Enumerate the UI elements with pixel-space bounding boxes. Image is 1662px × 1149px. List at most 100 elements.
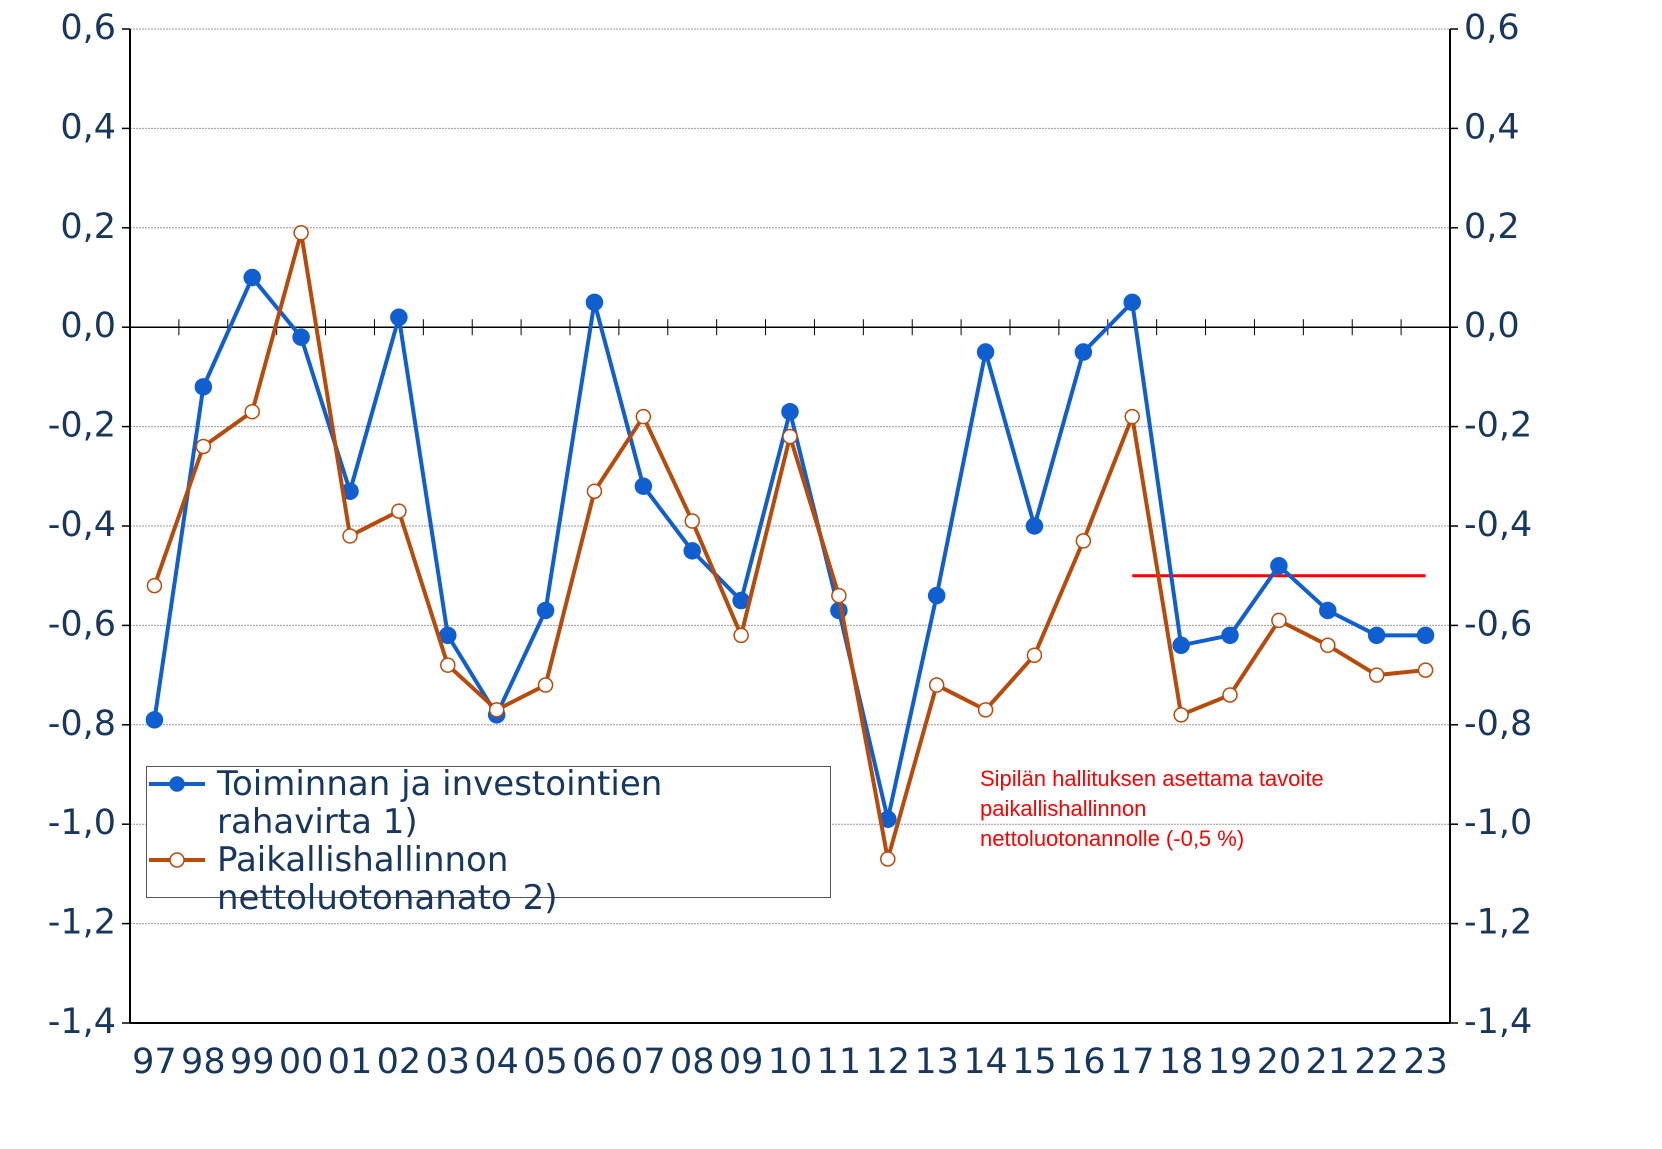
x-tick-label: 02 <box>377 1042 422 1082</box>
data-point <box>1320 637 1336 654</box>
legend: Toiminnan ja investointien rahavirta 1) P… <box>146 764 831 917</box>
data-point <box>1270 557 1288 575</box>
legend-label: Paikallishallinnon nettoluotonanato 2) <box>217 840 558 918</box>
data-point <box>292 328 310 346</box>
y-tick-label: -0,4 <box>48 505 116 545</box>
data-point <box>391 503 407 519</box>
data-point <box>1416 626 1435 645</box>
data-point <box>634 477 653 495</box>
data-point <box>536 601 555 620</box>
x-tick-label: 05 <box>523 1042 568 1082</box>
y2-tick-label: -0,2 <box>1464 406 1532 446</box>
data-point <box>635 408 652 425</box>
y-tick-label: 0,0 <box>60 306 116 346</box>
x-tick-label: 23 <box>1403 1042 1448 1082</box>
legend-label: Toiminnan ja investointien rahavirta 1) <box>217 764 663 842</box>
series-line <box>152 273 1426 820</box>
data-point <box>1026 647 1043 663</box>
legend-entry: Paikallishallinnon nettoluotonanato 2) <box>149 840 777 918</box>
data-point <box>586 483 603 499</box>
data-point <box>1221 626 1239 645</box>
y-tick-label: -1,2 <box>48 903 116 943</box>
x-tick-label: 07 <box>621 1042 666 1082</box>
x-tick-label: 97 <box>132 1042 177 1082</box>
data-point <box>488 702 505 718</box>
data-point <box>195 438 212 455</box>
y2-tick-label: -0,4 <box>1464 505 1532 545</box>
data-point <box>1074 343 1093 361</box>
x-tick-label: 19 <box>1208 1042 1253 1082</box>
x-tick-label: 00 <box>279 1042 324 1082</box>
data-point <box>1222 687 1238 703</box>
data-point <box>977 702 994 718</box>
y2-tick-label: 0,0 <box>1464 306 1520 346</box>
x-tick-label: 17 <box>1110 1042 1155 1082</box>
legend-marker <box>169 776 185 792</box>
x-tick-label: 03 <box>426 1042 471 1082</box>
y-tick-label: -1,0 <box>48 803 116 843</box>
x-tick-label: 08 <box>670 1042 715 1082</box>
x-tick-label: 04 <box>474 1042 519 1082</box>
data-point <box>342 528 358 544</box>
legend-marker <box>169 852 185 868</box>
data-point <box>928 677 945 693</box>
data-point <box>1173 707 1189 723</box>
x-tick-label: 10 <box>768 1042 813 1082</box>
annotation: nettoluotonannolle (-0,5 %) <box>980 826 1244 851</box>
data-point <box>684 513 700 529</box>
y2-tick-label: 0,6 <box>1464 8 1520 48</box>
data-point <box>880 851 896 867</box>
data-point <box>1075 533 1092 549</box>
data-point <box>733 627 749 644</box>
x-tick-label: 06 <box>572 1042 617 1082</box>
y2-tick-label: -0,6 <box>1464 604 1532 644</box>
y2-tick-label: -1,4 <box>1464 1002 1532 1042</box>
legend-symbol <box>149 776 205 792</box>
x-tick-label: 11 <box>817 1042 862 1082</box>
y-tick-label: -0,2 <box>48 406 116 446</box>
y2-tick-label: -0,8 <box>1464 704 1532 744</box>
data-point <box>1172 636 1190 655</box>
y2-tick-label: -1,0 <box>1464 803 1532 843</box>
legend-symbol <box>149 852 205 868</box>
y2-tick-label: 0,2 <box>1464 207 1520 247</box>
data-point <box>683 542 701 560</box>
data-point <box>585 293 604 312</box>
y2-tick-label: -1,2 <box>1464 903 1532 943</box>
data-point <box>194 378 213 396</box>
y-tick-label: 0,6 <box>60 8 116 48</box>
x-tick-label: 99 <box>230 1042 275 1082</box>
y-tick-label: -1,4 <box>48 1002 116 1042</box>
data-point <box>1123 293 1141 312</box>
data-point <box>440 657 456 673</box>
data-point <box>976 343 995 361</box>
data-point <box>1271 612 1287 629</box>
x-tick-label: 13 <box>914 1042 959 1082</box>
x-tick-label: 21 <box>1306 1042 1351 1082</box>
y-tick-label: -0,6 <box>48 604 116 644</box>
x-tick-label: 98 <box>181 1042 226 1082</box>
x-tick-label: 01 <box>328 1042 373 1082</box>
y-tick-label: 0,2 <box>60 207 116 247</box>
data-point <box>1124 408 1140 425</box>
x-tick-label: 14 <box>963 1042 1008 1082</box>
x-tick-label: 15 <box>1012 1042 1057 1082</box>
data-point <box>927 586 946 605</box>
x-tick-label: 16 <box>1061 1042 1106 1082</box>
data-point <box>293 225 309 241</box>
data-point <box>1367 626 1386 645</box>
legend-entry: Toiminnan ja investointien rahavirta 1) <box>149 764 777 842</box>
data-point <box>146 577 163 594</box>
y-tick-label: 0,4 <box>60 107 116 147</box>
data-point <box>244 403 260 420</box>
data-point <box>831 587 847 604</box>
x-tick-label: 12 <box>866 1042 911 1082</box>
data-point <box>390 308 408 327</box>
y-tick-label: -0,8 <box>48 704 116 744</box>
data-point <box>781 402 799 421</box>
x-tick-label: 09 <box>719 1042 764 1082</box>
data-point <box>145 711 164 729</box>
annotation: paikallishallinnon <box>980 796 1146 821</box>
